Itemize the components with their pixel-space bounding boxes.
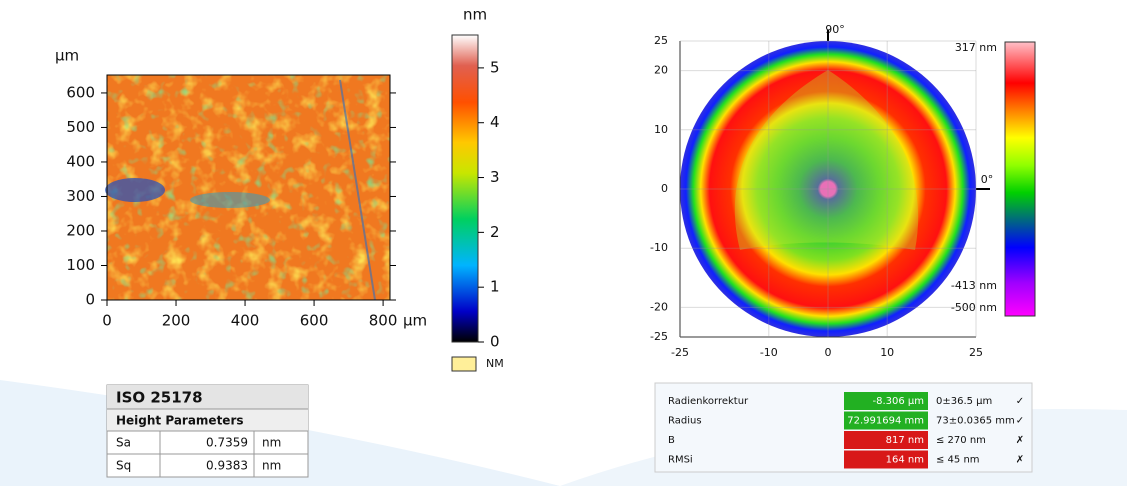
page: {"height_map": {"y_unit": "µm", "x_unit"… (0, 0, 1127, 486)
x-tick-label: 10 (880, 346, 894, 359)
iso-table: ISO 25178 Height Parameters Sa 0.7359 nm… (107, 385, 308, 477)
polar-colorbar (1005, 42, 1035, 316)
x-tick-label: 600 (300, 312, 329, 330)
colorbar-tick-label: 1 (490, 278, 500, 296)
x-tick-label: -10 (760, 346, 778, 359)
result-tolerance: ≤ 45 nm (936, 455, 980, 466)
result-value: 164 nm (886, 455, 924, 466)
height-map-low (190, 192, 270, 208)
colorbar-tick-label: 3 (490, 168, 500, 186)
param-unit: nm (262, 459, 281, 473)
y-tick-label: 500 (66, 118, 95, 136)
y-tick-label: 20 (654, 64, 668, 77)
result-value: 817 nm (886, 435, 924, 446)
colorbar (452, 35, 478, 342)
param-value: 0.7359 (206, 436, 248, 450)
colorbar-label: -413 nm (951, 279, 997, 292)
legend-label: NM (486, 357, 504, 370)
y-tick-label: 25 (654, 34, 668, 47)
legend-swatch (452, 357, 476, 371)
table-subtitle: Height Parameters (116, 414, 244, 428)
result-status: ✓ (1016, 396, 1024, 407)
colorbar-tick-label: 5 (490, 58, 500, 76)
x-tick-label: 800 (369, 312, 398, 330)
height-map-low (105, 178, 165, 202)
result-value: 72.991694 mm (847, 416, 924, 427)
result-name: Radienkorrektur (668, 396, 749, 407)
y-tick-label: 300 (66, 187, 95, 205)
y-tick-label: 200 (66, 221, 95, 239)
colorbar-tick-label: 0 (490, 333, 500, 351)
result-name: RMSi (668, 455, 693, 466)
colorbar-tick-label: 2 (490, 223, 500, 241)
result-tolerance: 73±0.0365 mm (936, 416, 1015, 427)
result-name: B (668, 435, 675, 446)
y-tick-label: 600 (66, 83, 95, 101)
y-tick-label: 100 (66, 256, 95, 274)
result-value: -8.306 µm (872, 396, 924, 407)
y-tick-label: 10 (654, 123, 668, 136)
result-tolerance: ≤ 270 nm (936, 435, 986, 446)
x-tick-label: -25 (671, 346, 689, 359)
param-name: Sq (116, 459, 131, 473)
x-tick-label: 0 (825, 346, 832, 359)
angle-label: 0° (981, 173, 994, 186)
result-tolerance: 0±36.5 µm (936, 396, 992, 407)
y-tick-label: 400 (66, 152, 95, 170)
result-table: Radienkorrektur -8.306 µm 0±36.5 µm ✓ Radius… (655, 383, 1032, 472)
param-name: Sa (116, 436, 131, 450)
param-unit: nm (262, 436, 281, 450)
result-name: Radius (668, 416, 702, 427)
result-status: ✗ (1016, 455, 1024, 466)
y-tick-label: -10 (650, 241, 668, 254)
param-value: 0.9383 (206, 459, 248, 473)
colorbar-unit: nm (463, 6, 487, 24)
result-status: ✗ (1016, 435, 1024, 446)
x-tick-label: 200 (162, 312, 191, 330)
table-title: ISO 25178 (116, 389, 203, 407)
x-unit: µm (403, 312, 427, 330)
x-tick-label: 25 (969, 346, 983, 359)
y-tick-label: 0 (661, 182, 668, 195)
result-status: ✓ (1016, 416, 1024, 427)
figure: µm nm NM ISO 25178 Height Parameters Sa … (0, 0, 1127, 486)
y-tick-label: -20 (650, 300, 668, 313)
y-tick-label: 0 (85, 291, 95, 309)
x-tick-label: 400 (231, 312, 260, 330)
y-unit: µm (55, 47, 79, 65)
colorbar-tick-label: 4 (490, 113, 500, 131)
x-tick-label: 0 (102, 312, 112, 330)
y-tick-label: -25 (650, 330, 668, 343)
